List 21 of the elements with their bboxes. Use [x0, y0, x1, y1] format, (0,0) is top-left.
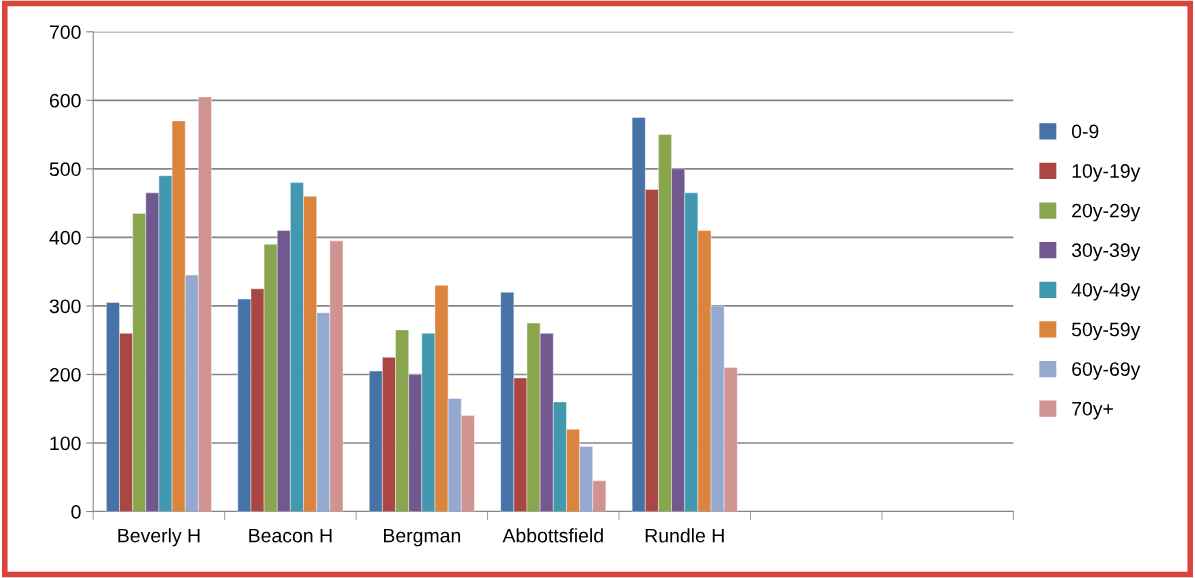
x-tick-label: Bergman — [383, 528, 461, 547]
y-tick-label: 200 — [49, 367, 81, 382]
y-tick-label: 500 — [49, 162, 81, 177]
y-tick-label: 100 — [50, 436, 81, 451]
x-tick-label: Rundle H — [645, 528, 724, 543]
x-tick-label: Beacon H — [249, 528, 332, 543]
y-tick-label: 600 — [49, 93, 81, 108]
y-tick-label: 400 — [49, 230, 81, 245]
y-tick-label: 700 — [49, 25, 81, 40]
y-tick-label: 0 — [71, 505, 81, 519]
x-tick-label: Beverly H — [118, 528, 200, 547]
legend-label: 10y-19y — [1072, 164, 1141, 182]
legend-label: 20y-29y — [1072, 203, 1141, 222]
legend-label: 70y+ — [1072, 401, 1113, 420]
legend-label: 30y-39y — [1071, 243, 1141, 261]
x-tick-label: Abbottsfield — [502, 528, 603, 543]
legend-label: 0-9 — [1071, 124, 1099, 139]
legend-label: 40y-49y — [1071, 282, 1141, 301]
y-tick-label: 300 — [49, 299, 81, 314]
legend-label: 50y-59y — [1071, 322, 1141, 341]
legend-label: 60y-69y — [1072, 362, 1141, 380]
